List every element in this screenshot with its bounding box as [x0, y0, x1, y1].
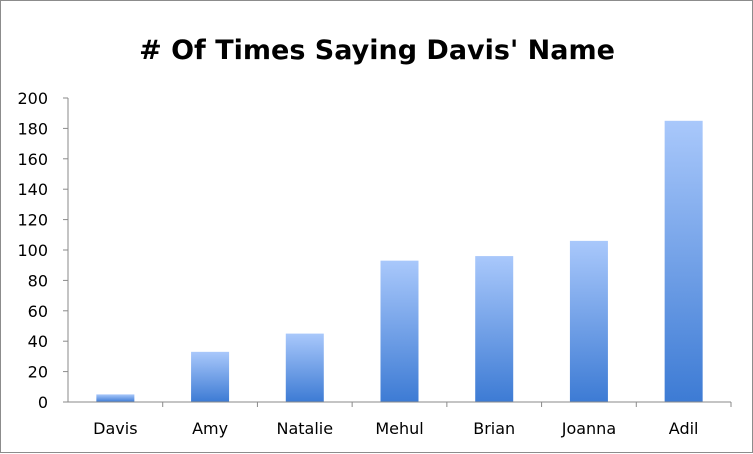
x-axis-labels: Davis Amy Natalie Mehul Brian Joanna Adil [93, 402, 732, 438]
bars [96, 120, 703, 403]
x-tick-label: Brian [473, 419, 515, 438]
y-tick-label: 80 [28, 271, 48, 290]
y-tick-label: 120 [17, 211, 48, 230]
bar-brian [475, 256, 514, 402]
y-tick-label: 60 [28, 302, 48, 321]
x-tick-label: Mehul [375, 419, 423, 438]
x-tick-label: Joanna [561, 419, 616, 438]
y-tick-label: 160 [17, 150, 48, 169]
x-tick-label: Natalie [276, 419, 333, 438]
x-tick-label: Adil [669, 419, 699, 438]
x-tick-label: Davis [93, 419, 137, 438]
y-tick-label: 20 [28, 363, 48, 382]
bar-amy [191, 351, 230, 402]
chart-title: # Of Times Saying Davis' Name [139, 35, 615, 66]
bar-davis [96, 394, 135, 402]
bar-joanna [569, 240, 608, 402]
y-tick-label: 180 [17, 119, 48, 138]
bar-mehul [380, 260, 419, 402]
bar-adil [664, 120, 703, 403]
y-tick-label: 200 [17, 89, 48, 108]
bar-natalie [285, 333, 324, 402]
y-tick-label: 100 [17, 241, 48, 260]
y-tick-label: 40 [28, 332, 48, 351]
y-tick-label: 140 [17, 180, 48, 199]
x-tick-label: Amy [192, 419, 228, 438]
y-tick-label: 0 [38, 393, 48, 412]
y-axis-ticks: 0 20 40 60 80 100 120 140 160 180 200 [17, 89, 68, 412]
